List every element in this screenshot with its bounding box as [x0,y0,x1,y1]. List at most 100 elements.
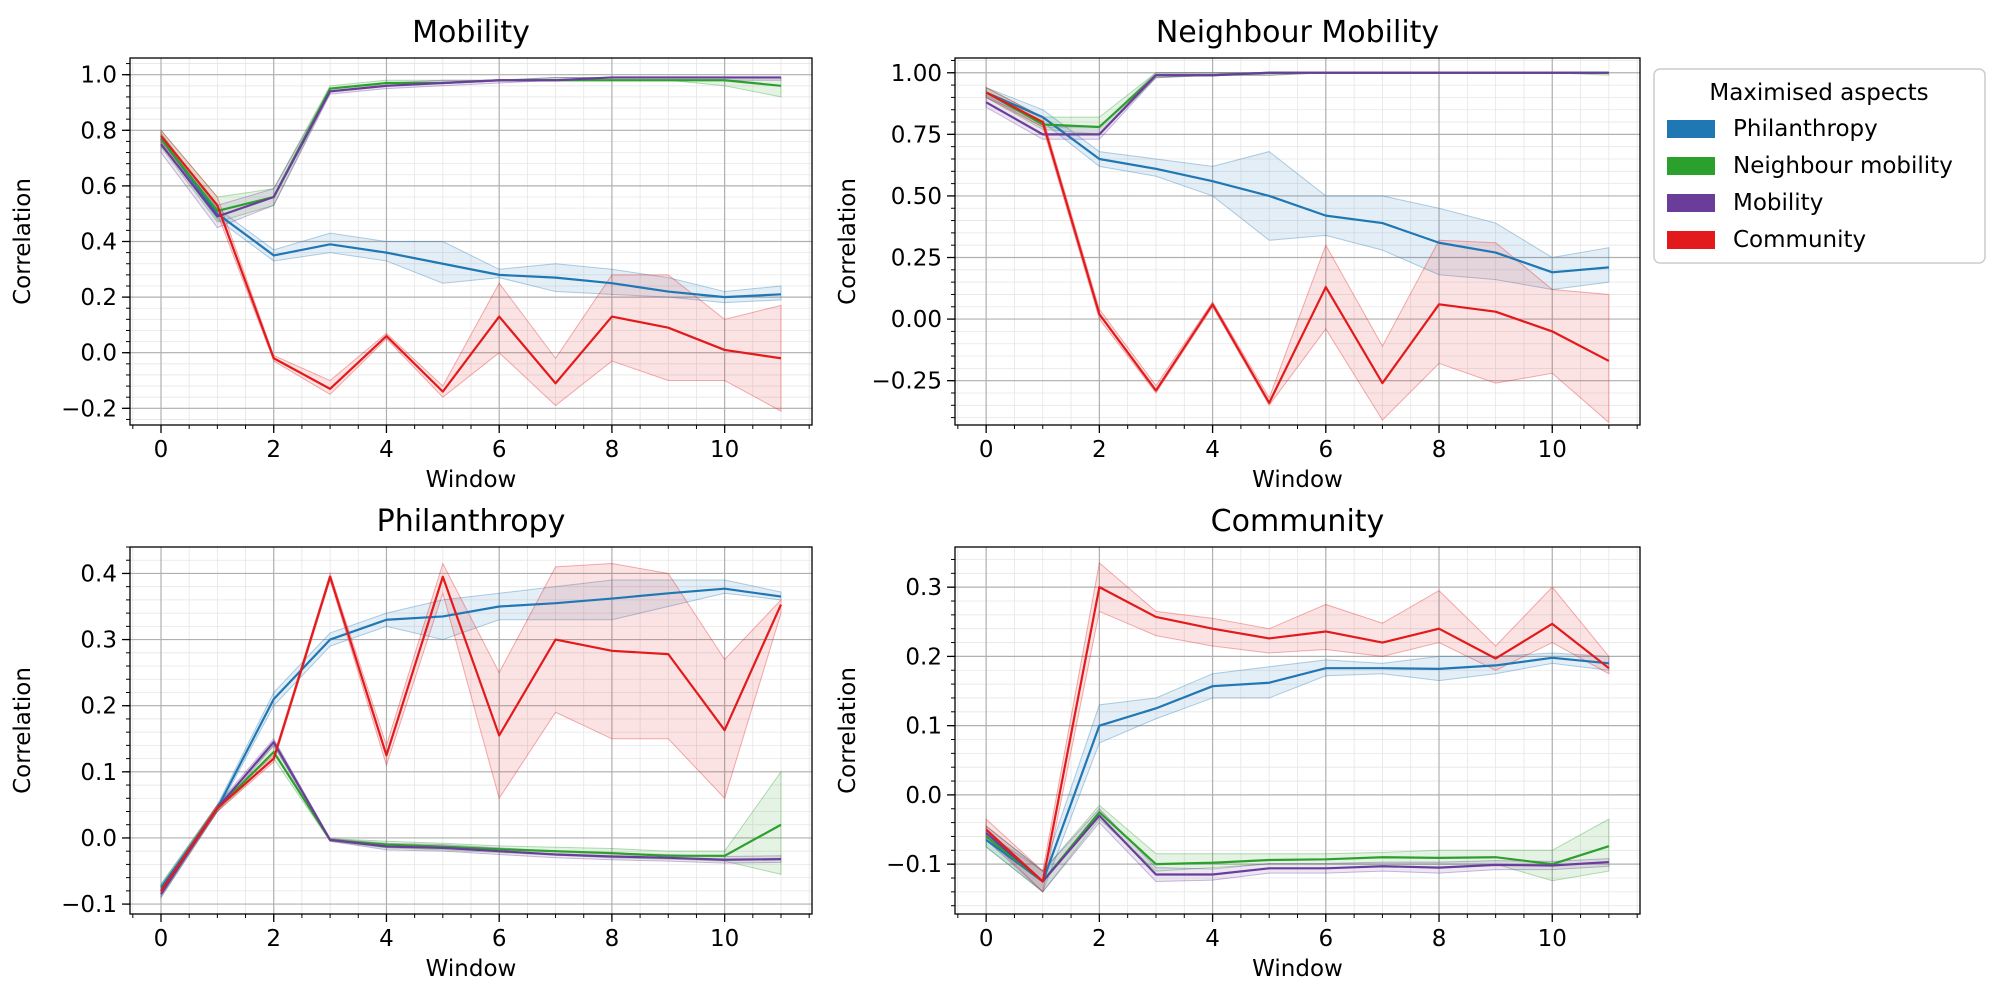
tick-label-y: 0.0 [905,783,942,809]
band-philanthropy [160,579,782,893]
tick-label-x: 8 [1432,926,1447,952]
legend-title: Maximised aspects [1709,80,1928,106]
tick-group: 0 2 4 6 8 10 −0.25 0.00 0.25 0.50 0.75 1.00 [872,61,1567,463]
tick-label-x: 2 [1092,926,1107,952]
legend-label-mobility: Mobility [1733,190,1823,216]
tick-label-y: 0.2 [905,644,942,670]
y-axis-label: Correlation [835,667,861,794]
band-neighbour [985,804,1610,893]
tick-label-y: 1.00 [891,61,942,87]
panel-philanthropy: 0 2 4 6 8 10 −0.1 0.0 0.1 0.2 0.3 0.4 Philanthropy Wi… [10,504,813,982]
minor-ticks [951,558,1638,918]
tick-label-y: −0.2 [61,396,117,422]
tick-label-x: 8 [1432,437,1447,463]
tick-label-x: 2 [1092,437,1107,463]
series-line-community [160,135,782,393]
legend-label-community: Community [1733,227,1866,253]
major-grid [130,547,812,914]
series-line-mobility [985,814,1609,883]
legend-item-mobility: Mobility [1667,190,1823,216]
tick-label-x: 2 [266,926,281,952]
tick-label-y: 0.6 [80,174,117,200]
tick-label-x: 6 [492,437,507,463]
tick-label-x: 4 [1205,926,1220,952]
legend-item-neighbour-mobility: Neighbour mobility [1667,153,1953,179]
tick-label-x: 10 [710,926,739,952]
panel-neighbour-mobility: 0 2 4 6 8 10 −0.25 0.00 0.25 0.50 0.75 1.00 Neighbou… [835,15,1641,493]
tick-label-x: 2 [266,437,281,463]
series-group [985,71,1610,424]
tick-label-y: 0.3 [905,575,942,601]
band-neighbour [160,744,782,900]
panel-title: Community [1211,504,1385,539]
series-line-community [985,586,1610,883]
tick-label-x: 0 [154,437,169,463]
tick-label-x: 4 [1205,437,1220,463]
panel-title: Mobility [412,15,530,50]
tick-label-y: 0.2 [80,694,117,720]
tick-label-x: 10 [710,437,739,463]
series-group [985,561,1610,893]
tick-label-y: 0.1 [905,714,942,740]
band-philanthropy [985,86,1610,291]
tick-label-y: 0.0 [80,341,117,367]
legend-label-neighbour-mobility: Neighbour mobility [1733,153,1953,179]
series-line-mobility [160,740,782,895]
tick-label-x: 10 [1538,926,1567,952]
series-line-philanthropy [985,91,1609,274]
panel-mobility: 0 2 4 6 8 10 −0.2 0.0 0.2 0.4 0.6 0.8 1.0 Mobility Win… [10,15,813,493]
legend-frame [1653,68,1986,264]
tick-label-y: 0.4 [80,230,117,256]
tick-label-y: 0.75 [891,122,942,148]
tick-label-y: 0.25 [891,246,942,272]
tick-label-y: 1.0 [80,63,117,89]
x-axis-label: Window [426,956,517,982]
tick-group: 0 2 4 6 8 10 −0.2 0.0 0.2 0.4 0.6 0.8 1.0 [61,63,739,463]
series-line-neighbour [985,811,1610,883]
legend-item-philanthropy: Philanthropy [1667,116,1878,142]
series-line-mobility [985,71,1609,136]
tick-label-x: 8 [605,926,620,952]
tick-label-x: 4 [379,437,394,463]
series-line-philanthropy [985,656,1609,883]
major-grid [130,58,812,425]
tick-label-x: 6 [1318,437,1333,463]
panel-community: 0 2 4 6 8 10 −0.1 0.0 0.1 0.2 0.3 Community Window Co… [835,504,1641,982]
y-axis-label: Correlation [835,178,861,305]
tick-label-y: −0.1 [61,892,117,918]
tick-label-y: 0.00 [891,307,942,333]
panel-title: Neighbour Mobility [1156,15,1439,50]
legend: Maximised aspects Philanthropy Neighbour… [1653,68,1986,264]
panel-title: Philanthropy [377,504,566,539]
tick-label-x: 0 [979,437,994,463]
band-mobility [985,808,1610,893]
series-line-neighbour [160,750,782,892]
band-community [985,561,1610,893]
y-axis-label: Correlation [10,667,36,794]
band-community [160,128,782,412]
tick-label-y: 0.8 [80,118,117,144]
series-line-philanthropy [160,587,782,889]
tick-group: 0 2 4 6 8 10 −0.1 0.0 0.1 0.2 0.3 0.4 [61,561,739,952]
y-axis-label: Correlation [10,178,36,305]
legend-swatch-community [1667,231,1715,249]
tick-label-x: 0 [979,926,994,952]
major-grid [955,547,1640,914]
tick-label-y: 0.0 [80,826,117,852]
tick-label-y: 0.50 [891,184,942,210]
legend-label-philanthropy: Philanthropy [1733,116,1878,142]
series-line-community [985,91,1610,404]
tick-label-x: 6 [1318,926,1333,952]
x-axis-label: Window [1252,956,1343,982]
legend-swatch-mobility [1667,194,1715,212]
tick-label-x: 0 [154,926,169,952]
subplot-grid: 0 2 4 6 8 10 −0.2 0.0 0.2 0.4 0.6 0.8 1.0 Mobility Win… [10,15,1641,982]
series-group [160,76,782,412]
tick-label-y: 0.3 [80,628,117,654]
x-axis-label: Window [1252,467,1343,493]
x-axis-label: Window [426,467,517,493]
series-line-philanthropy [160,137,782,299]
tick-group: 0 2 4 6 8 10 −0.1 0.0 0.1 0.2 0.3 [886,575,1567,952]
tick-label-x: 4 [379,926,394,952]
